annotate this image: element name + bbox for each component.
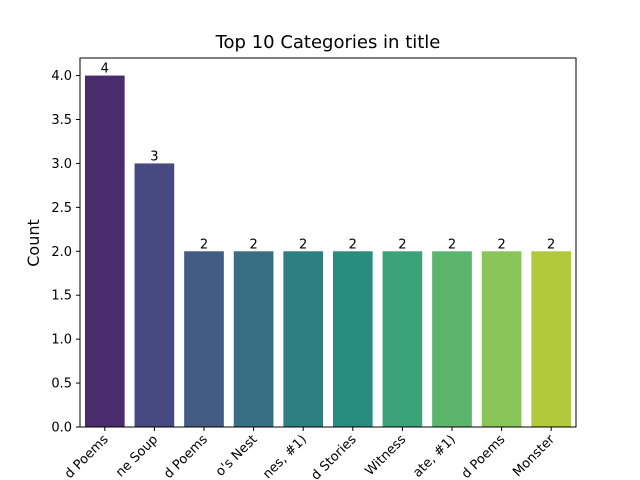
bar-10 [531,251,572,427]
y-tick-label-5: 2.0 [51,245,72,260]
bar-value-label-7: 2 [398,237,406,252]
plot-frame [79,57,577,428]
chart-title: Top 10 Categories in title [215,32,441,53]
bar-1 [84,75,125,428]
bar-value-label-5: 2 [299,237,307,252]
bar-value-label-6: 2 [349,237,357,252]
y-axis-label: Count [24,219,43,267]
y-tick-label-8: 3.5 [51,113,72,128]
x-tick-label-1: d Poems [62,432,112,480]
bar-7 [382,251,423,427]
bar-value-label-2: 3 [150,149,158,164]
bar-value-label-1: 4 [101,62,109,77]
y-tick-label-2: 0.5 [51,377,72,392]
x-tick-label-4: o's Nest [213,432,260,479]
bar-2 [134,163,175,427]
bar-4 [233,251,274,427]
x-tick-label-10: Monster [510,432,558,480]
bar-5 [283,251,324,427]
bar-value-label-3: 2 [200,237,208,252]
x-tick-label-2: ne Soup [113,432,161,480]
x-tick-label-3: d Poems [161,432,211,480]
y-tick-label-6: 2.5 [51,201,72,216]
bar-value-label-4: 2 [249,237,257,252]
bar-value-label-9: 2 [497,237,505,252]
bar-3 [184,251,224,427]
bar-value-label-8: 2 [448,237,456,252]
y-tick-label-1: 0.0 [51,421,72,436]
bar-9 [481,251,522,427]
x-tick-label-9: d Poems [459,432,509,480]
bars-group: 4 3 2 2 2 2 2 2 2 2 [84,62,572,428]
x-tick-label-8: ate, #1) [410,432,458,480]
y-tick-label-4: 1.5 [51,289,72,304]
x-tick-label-7: Witness [363,432,410,479]
x-tick-label-5: nes, #1) [260,432,310,480]
y-tick-label-9: 4.0 [51,69,72,84]
y-tick-label-3: 1.0 [51,333,72,348]
y-tick-label-7: 3.0 [51,157,72,172]
bar-8 [432,251,472,427]
bar-6 [332,251,373,427]
x-tick-label-6: d Stories [308,432,359,480]
bar-value-label-10: 2 [547,237,555,252]
